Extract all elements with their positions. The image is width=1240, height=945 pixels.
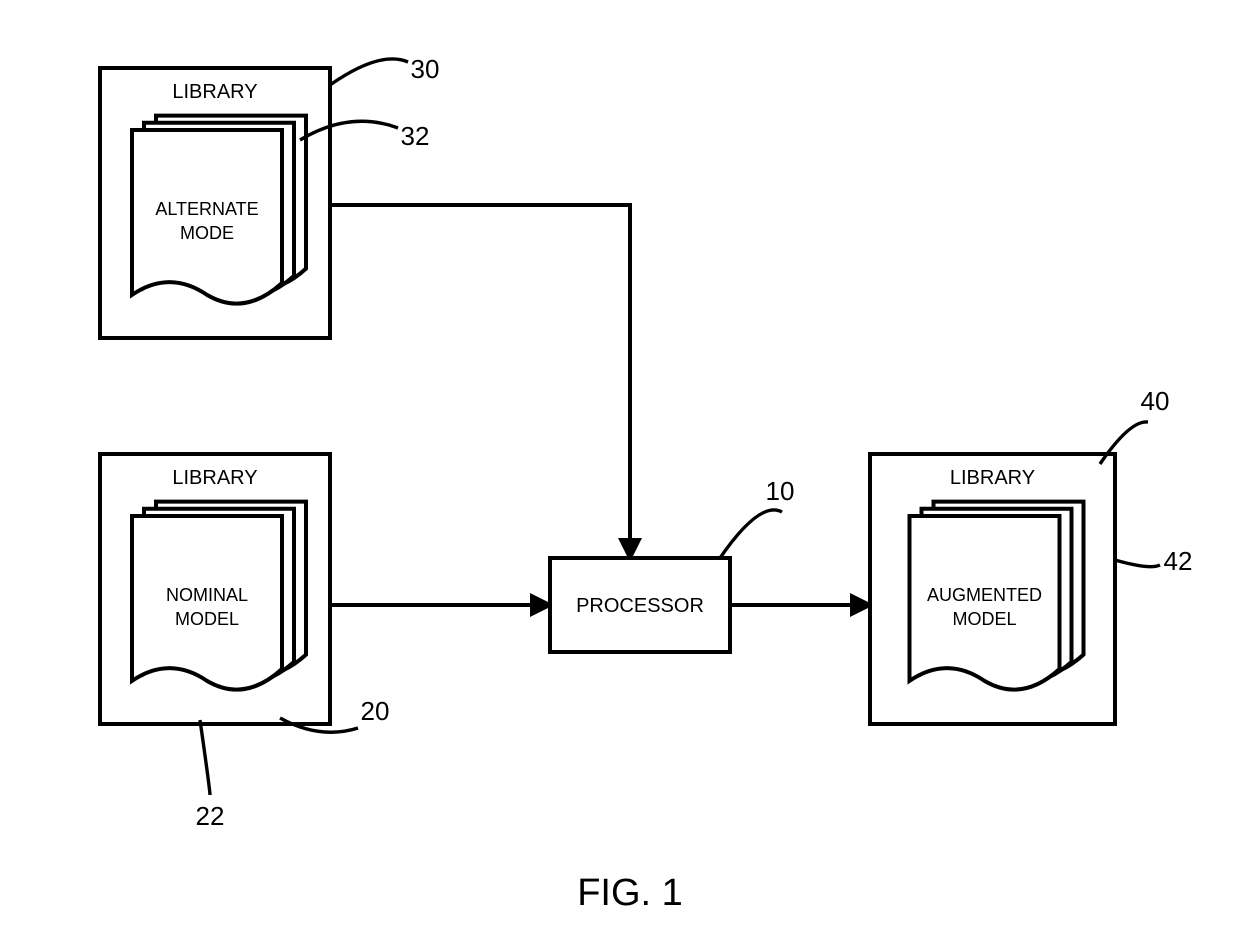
library-nominal-doc-label-1: NOMINAL — [166, 585, 248, 605]
library-nominal-doc-label-2: MODEL — [175, 609, 239, 629]
library-nominal-label: LIBRARY — [172, 467, 257, 489]
library-alternate-doc-label-2: MODE — [180, 223, 234, 243]
arrow-alternate-to-processor — [330, 205, 630, 558]
library-alternate-doc-label-1: ALTERNATE — [155, 199, 258, 219]
library-augmented-doc-label-1: AUGMENTED — [927, 585, 1042, 605]
library-alternate-label: LIBRARY — [172, 81, 257, 103]
ref-32-ref: 32 — [401, 121, 430, 151]
ref-22-leader — [200, 720, 210, 795]
ref-20-ref: 20 — [361, 696, 390, 726]
processor-label: PROCESSOR — [576, 595, 704, 617]
ref-22-ref: 22 — [196, 801, 225, 831]
ref-30-ref: 30 — [411, 54, 440, 84]
library-augmented-label: LIBRARY — [950, 467, 1035, 489]
ref-10-leader — [720, 510, 782, 558]
figure-label: FIG. 1 — [577, 872, 683, 914]
ref-10-ref: 10 — [766, 476, 795, 506]
ref-40-ref: 40 — [1141, 386, 1170, 416]
ref-30-leader — [330, 59, 408, 85]
library-augmented-doc-label-2: MODEL — [952, 609, 1016, 629]
ref-42-ref: 42 — [1164, 546, 1193, 576]
ref-42-leader — [1115, 560, 1160, 567]
